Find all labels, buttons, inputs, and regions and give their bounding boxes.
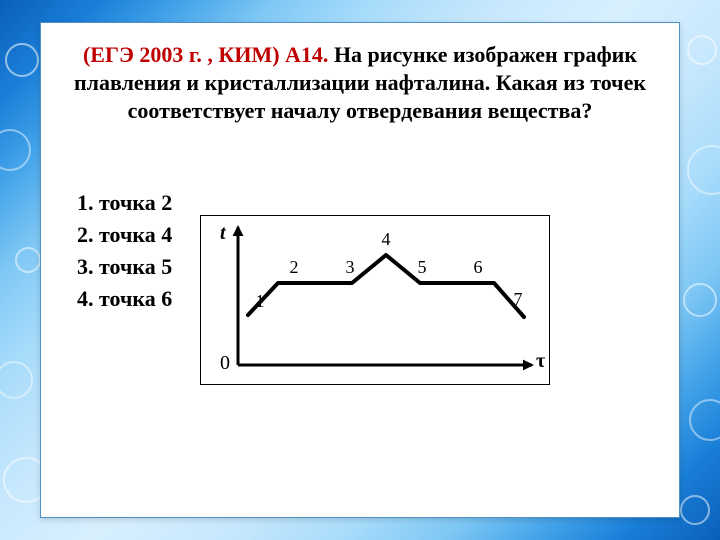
chart-container: t τ 0 1 2 3 4 5 6 7 <box>200 215 550 385</box>
svg-text:t: t <box>220 222 227 244</box>
melting-curve-chart: t τ 0 1 2 3 4 5 6 7 <box>200 215 550 385</box>
svg-text:5: 5 <box>418 257 427 277</box>
body-row: 1. точка 2 2. точка 4 3. точка 5 4. точк… <box>69 187 651 385</box>
option-1: 1. точка 2 <box>77 190 172 215</box>
svg-text:6: 6 <box>474 257 483 277</box>
svg-text:τ: τ <box>536 350 545 372</box>
svg-text:0: 0 <box>220 352 230 374</box>
option-2: 2. точка 4 <box>77 222 172 247</box>
question-prefix: (ЕГЭ 2003 г. , КИМ) А14. <box>83 42 334 67</box>
svg-text:1: 1 <box>256 291 265 311</box>
svg-text:3: 3 <box>346 257 355 277</box>
svg-text:7: 7 <box>514 289 523 309</box>
answer-options: 1. точка 2 2. точка 4 3. точка 5 4. точк… <box>69 187 172 315</box>
option-3: 3. точка 5 <box>77 254 172 279</box>
svg-text:2: 2 <box>290 257 299 277</box>
option-4: 4. точка 6 <box>77 286 172 311</box>
svg-text:4: 4 <box>382 229 391 249</box>
content-card: (ЕГЭ 2003 г. , КИМ) А14. На рисунке изоб… <box>40 22 680 518</box>
question-text: (ЕГЭ 2003 г. , КИМ) А14. На рисунке изоб… <box>69 41 651 125</box>
